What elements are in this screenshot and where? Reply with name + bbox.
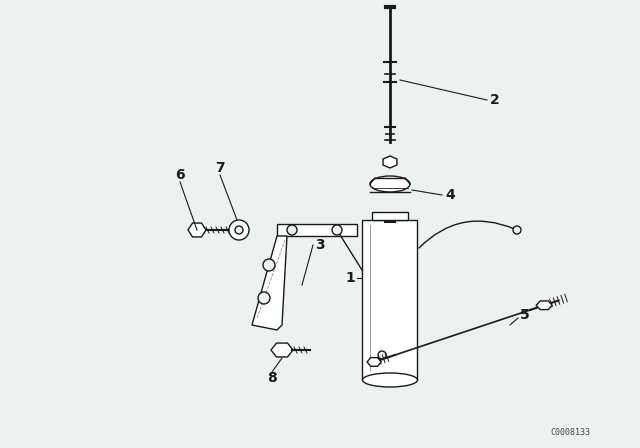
Text: C0008133: C0008133 (550, 427, 590, 436)
Circle shape (332, 225, 342, 235)
Text: 4: 4 (445, 188, 455, 202)
Circle shape (287, 225, 297, 235)
Polygon shape (277, 224, 357, 236)
Text: 6: 6 (175, 168, 185, 182)
Text: 3: 3 (315, 238, 324, 252)
Ellipse shape (362, 373, 417, 387)
Circle shape (258, 292, 270, 304)
Circle shape (378, 351, 386, 359)
Text: 5: 5 (520, 308, 530, 322)
Bar (362, 220, 417, 380)
Text: 1: 1 (345, 271, 355, 285)
Polygon shape (367, 358, 381, 366)
Text: 2: 2 (490, 93, 500, 107)
Bar (372, 212, 408, 220)
Circle shape (235, 226, 243, 234)
Text: 8: 8 (267, 371, 277, 385)
FancyArrowPatch shape (419, 221, 515, 248)
Circle shape (229, 220, 249, 240)
Circle shape (513, 226, 521, 234)
Circle shape (263, 259, 275, 271)
Text: 7: 7 (215, 161, 225, 175)
Polygon shape (271, 343, 293, 357)
Ellipse shape (370, 176, 410, 192)
Polygon shape (383, 156, 397, 168)
Polygon shape (252, 236, 287, 330)
Polygon shape (188, 223, 206, 237)
Polygon shape (536, 301, 552, 310)
